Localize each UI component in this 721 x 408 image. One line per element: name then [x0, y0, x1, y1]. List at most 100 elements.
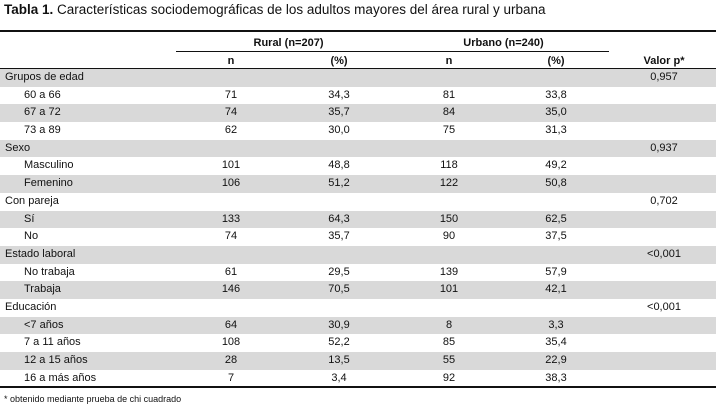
group-label: Sexo — [5, 141, 31, 154]
row-label: Sí — [24, 212, 35, 225]
urban-pct-cell: 57,9 — [545, 265, 567, 278]
urban-group-underline — [398, 51, 609, 52]
urban-pct-cell: 49,2 — [545, 159, 567, 172]
group-row: Sexo 0,937 — [0, 139, 716, 158]
pvalue-cell: <0,001 — [647, 300, 681, 313]
footnote: * obtenido mediante prueba de chi cuadra… — [4, 394, 182, 404]
table-row: Femenino 106 51,2 122 50,8 — [0, 175, 716, 193]
urban-n-header: n — [445, 55, 453, 67]
urban-pct-cell: 35,0 — [545, 106, 567, 119]
group-row: Grupos de edad 0,957 — [0, 69, 716, 87]
rural-pct-cell: 30,9 — [328, 318, 350, 331]
table-title: Tabla 1. Características sociodemográfic… — [4, 2, 546, 17]
rural-pct-cell: 29,5 — [328, 265, 350, 278]
row-label: 7 a 11 años — [24, 336, 81, 349]
rural-n-cell: 62 — [224, 124, 238, 137]
row-label: 12 a 15 años — [24, 354, 88, 366]
row-label: Femenino — [24, 177, 73, 190]
row-label: 16 a más años — [24, 371, 97, 384]
urban-n-cell: 150 — [439, 212, 459, 225]
urban-pct-cell: 62,5 — [545, 212, 567, 225]
rural-pct-cell: 35,7 — [328, 230, 350, 243]
group-label: Educación — [5, 300, 57, 313]
urban-n-cell: 118 — [440, 159, 458, 172]
row-label: 73 a 89 — [24, 124, 61, 137]
pvalue-header: Valor p* — [643, 55, 685, 67]
header-rule — [0, 68, 716, 69]
row-label: Masculino — [24, 159, 74, 172]
table-row: Trabaja 146 70,5 101 42,1 — [0, 281, 716, 299]
table-row: 16 a más años 7 3,4 92 38,3 — [0, 370, 716, 388]
rural-n-cell: 101 — [221, 159, 241, 172]
rural-pct-cell: 35,7 — [328, 106, 350, 119]
rural-n-cell: 71 — [224, 88, 238, 101]
top-rule — [0, 30, 716, 32]
rural-pct-cell: 70,5 — [328, 283, 350, 296]
rural-n-cell: 74 — [224, 230, 238, 243]
urban-pct-cell: 22,9 — [545, 354, 567, 366]
urban-pct-cell: 38,3 — [545, 371, 567, 384]
row-label: 60 a 66 — [24, 88, 61, 101]
rural-pct-cell: 3,4 — [331, 371, 347, 384]
urban-n-cell: 84 — [442, 106, 456, 119]
group-label: Estado laboral — [5, 247, 76, 260]
rural-pct-cell: 13,5 — [328, 354, 350, 366]
rural-n-cell: 146 — [221, 283, 241, 296]
table-row: Sí 133 64,3 150 62,5 — [0, 210, 716, 229]
urban-n-cell: 55 — [442, 354, 456, 366]
table-row: No trabaja 61 29,5 139 57,9 — [0, 264, 716, 282]
row-label: Trabaja — [24, 283, 61, 296]
table-row: 12 a 15 años 28 13,5 55 22,9 — [0, 352, 716, 370]
group-row: Con pareja 0,702 — [0, 193, 716, 211]
rural-n-header: n — [227, 55, 235, 67]
rural-pct-cell: 64,3 — [328, 212, 350, 225]
urban-pct-cell: 3,3 — [548, 318, 564, 331]
group-label: Con pareja — [5, 194, 59, 207]
table-row: 73 a 89 62 30,0 75 31,3 — [0, 122, 716, 140]
table-body: Grupos de edad 0,957 60 a 66 71 34,3 81 33,8 67… — [0, 69, 716, 387]
table-caption: Características sociodemográficas de los… — [57, 2, 546, 17]
pvalue-cell: 0,937 — [650, 141, 678, 154]
pvalue-cell: <0,001 — [647, 247, 681, 260]
rural-n-cell: 64 — [224, 318, 238, 331]
bottom-rule — [0, 386, 716, 388]
urban-pct-header: (%) — [547, 55, 565, 67]
table-row: <7 años 64 30,9 8 3,3 — [0, 316, 716, 335]
table-row: 67 a 72 74 35,7 84 35,0 — [0, 104, 716, 123]
urban-n-cell: 101 — [439, 283, 459, 296]
urban-n-cell: 122 — [439, 177, 459, 190]
rural-n-cell: 7 — [227, 371, 235, 384]
rural-n-cell: 106 — [221, 177, 241, 190]
urban-pct-cell: 42,1 — [545, 283, 567, 296]
urban-n-cell: 75 — [442, 124, 456, 137]
urban-pct-cell: 35,4 — [545, 336, 567, 349]
table-number: Tabla 1. — [4, 2, 54, 17]
urban-n-cell: 85 — [442, 336, 456, 349]
row-label: 67 a 72 — [24, 106, 61, 119]
urban-pct-cell: 33,8 — [545, 88, 567, 101]
table-row: 7 a 11 años 108 52,2 85 35,4 — [0, 334, 716, 352]
urban-group-header: Urbano (n=240) — [463, 37, 544, 49]
rural-pct-cell: 51,2 — [328, 177, 350, 190]
group-row: Estado laboral <0,001 — [0, 245, 716, 264]
rural-n-cell: 61 — [224, 265, 238, 278]
rural-n-cell: 74 — [224, 106, 238, 119]
urban-n-cell: 92 — [442, 371, 456, 384]
pvalue-cell: 0,957 — [650, 71, 678, 83]
table-row: Masculino 101 48,8 118 49,2 — [0, 157, 716, 175]
rural-pct-cell: 30,0 — [328, 124, 350, 137]
table-row: No 74 35,7 90 37,5 — [0, 228, 716, 246]
rural-n-cell: 133 — [221, 212, 241, 225]
urban-n-cell: 139 — [439, 265, 459, 278]
rural-group-underline — [176, 51, 401, 52]
rural-pct-cell: 48,8 — [328, 159, 350, 172]
row-label: <7 años — [24, 318, 64, 331]
group-row: Educación <0,001 — [0, 299, 716, 317]
rural-n-cell: 108 — [221, 336, 241, 349]
row-label: No — [24, 230, 39, 243]
rural-pct-cell: 34,3 — [328, 88, 350, 101]
urban-pct-cell: 37,5 — [545, 230, 567, 243]
rural-group-header: Rural (n=207) — [253, 37, 324, 49]
rural-pct-cell: 52,2 — [328, 336, 350, 349]
rural-n-cell: 28 — [224, 354, 238, 366]
